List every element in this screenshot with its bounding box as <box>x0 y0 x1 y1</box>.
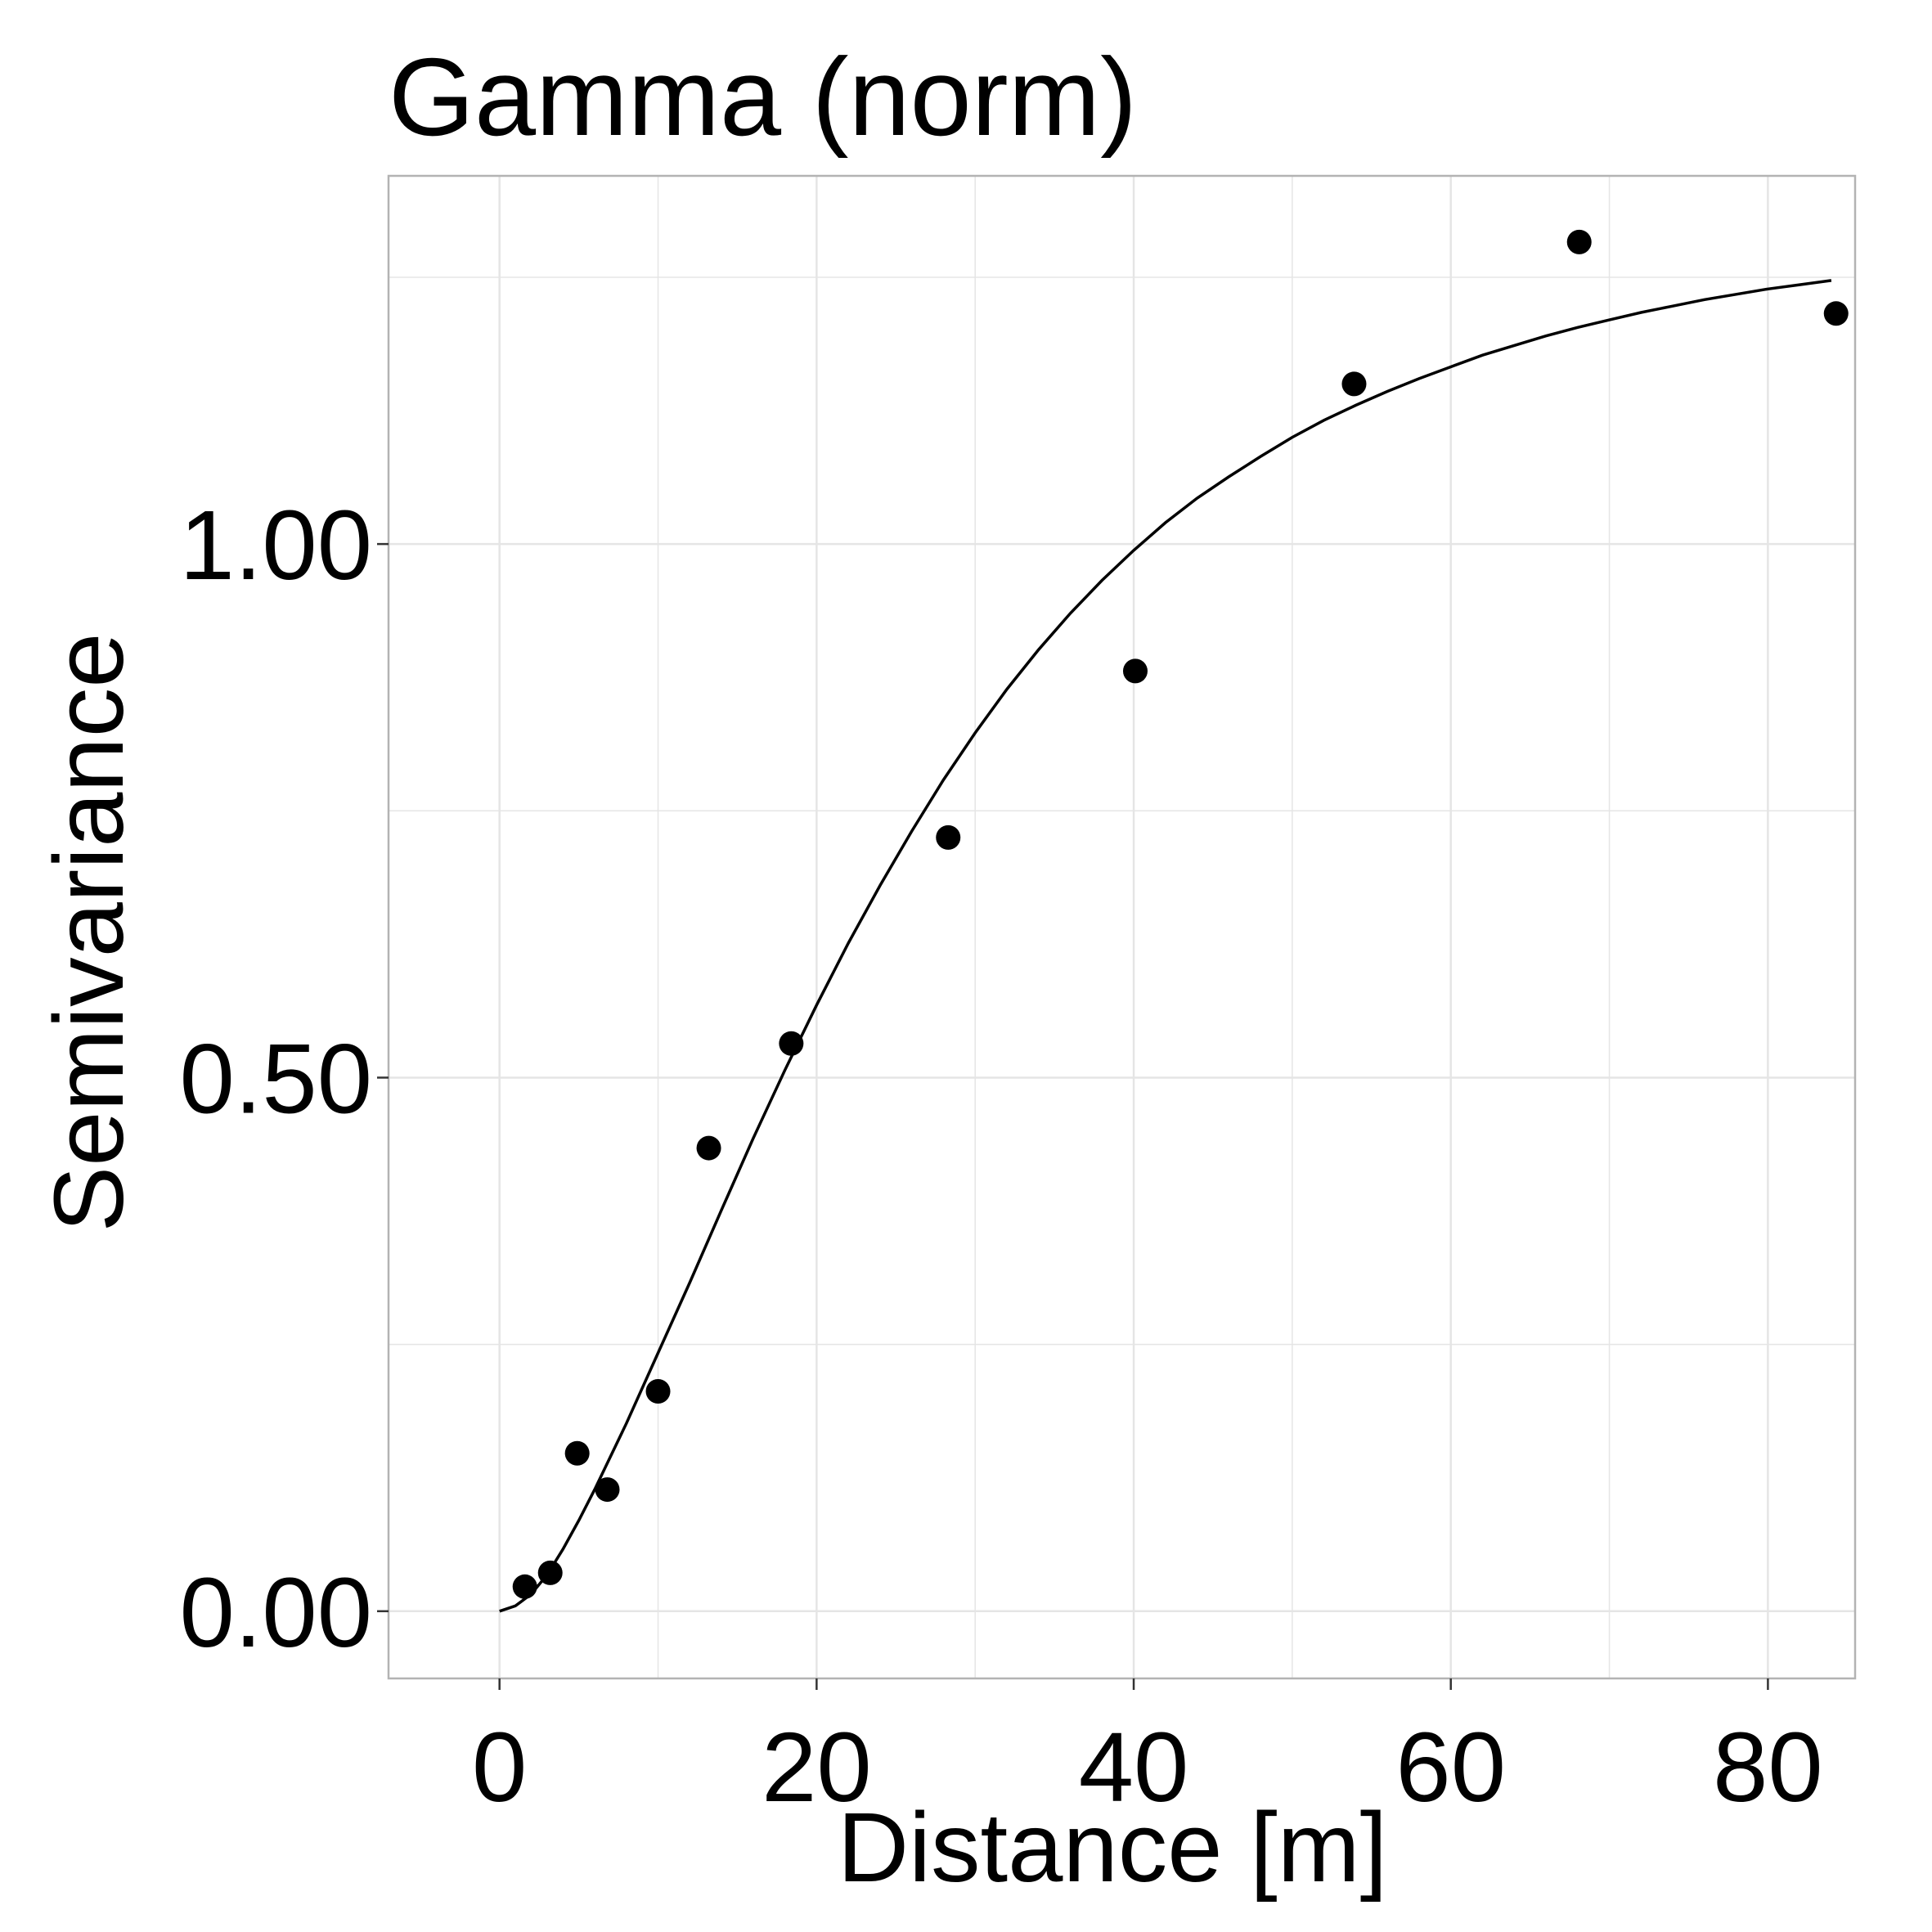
y-tick-label: 0.50 <box>179 1022 372 1134</box>
minor-gridlines <box>389 176 1855 1678</box>
data-point <box>1341 371 1367 397</box>
major-gridlines <box>389 176 1855 1678</box>
x-tick-label: 80 <box>1713 1711 1823 1822</box>
data-point <box>1823 301 1849 326</box>
data-point <box>595 1477 620 1503</box>
plot-panel <box>387 174 1857 1680</box>
y-axis-title: Semivariance <box>33 632 144 1232</box>
x-tick-label: 60 <box>1395 1711 1506 1822</box>
data-point <box>1566 229 1592 254</box>
data-point <box>564 1440 590 1466</box>
x-tick-label: 0 <box>472 1711 527 1822</box>
data-point <box>779 1031 804 1056</box>
panel-border <box>387 174 1857 1680</box>
data-point <box>1122 658 1148 684</box>
data-points <box>512 229 1849 1599</box>
x-tick-label: 40 <box>1079 1711 1189 1822</box>
data-point <box>645 1379 671 1404</box>
y-tick-label: 1.00 <box>179 489 372 600</box>
data-point <box>512 1574 537 1599</box>
data-point <box>696 1135 721 1161</box>
data-point <box>537 1560 563 1585</box>
panel-background <box>389 176 1855 1678</box>
y-tick-label: 0.00 <box>179 1557 372 1668</box>
x-axis-title: Distance [m] <box>838 1791 1387 1903</box>
x-axis: 0 20 40 60 80 <box>472 1678 1823 1822</box>
y-axis: 0.00 0.50 1.00 <box>179 489 389 1668</box>
fitted-variogram-line <box>499 279 1832 1613</box>
x-tick-label: 20 <box>762 1711 872 1822</box>
chart-title: Gamma (norm) <box>389 35 1137 159</box>
data-point <box>936 824 961 850</box>
